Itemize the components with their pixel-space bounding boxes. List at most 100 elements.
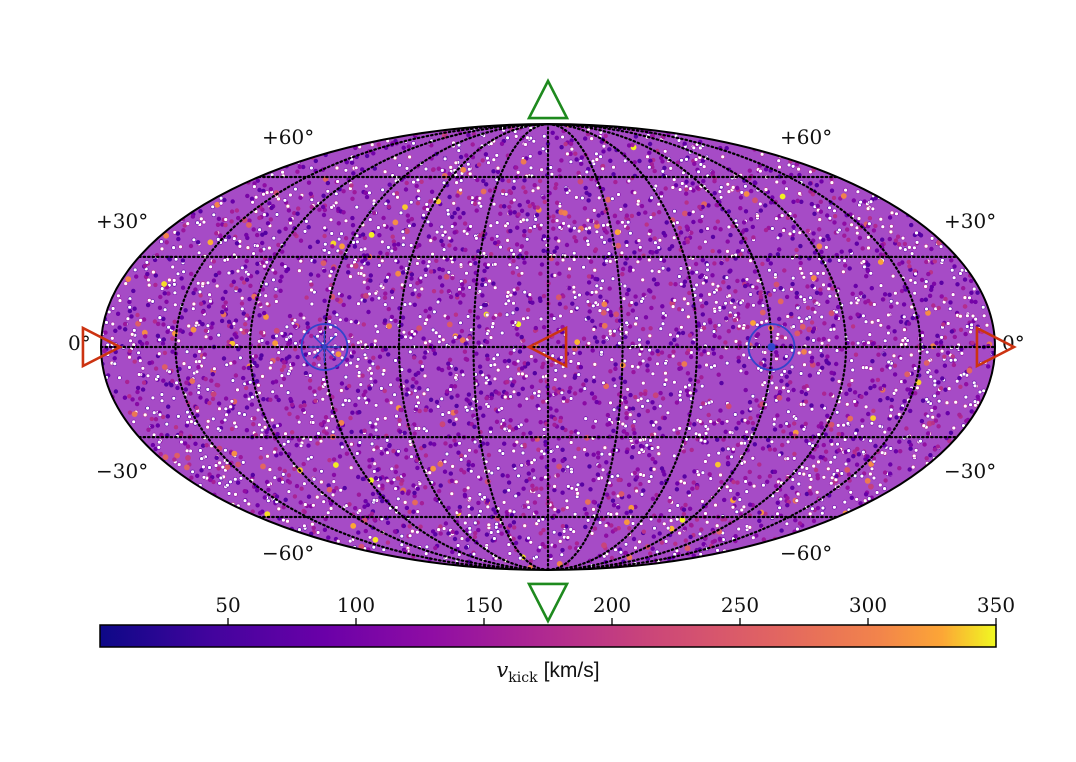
data-point — [632, 190, 638, 195]
data-point — [405, 213, 410, 218]
data-point — [192, 353, 198, 358]
data-point — [302, 509, 307, 515]
data-point — [862, 199, 867, 204]
data-point — [889, 210, 895, 216]
data-point — [842, 263, 848, 268]
data-point — [567, 389, 572, 394]
data-point — [454, 409, 459, 414]
data-point — [434, 399, 440, 405]
data-point — [743, 191, 750, 197]
data-point — [411, 222, 416, 228]
data-point — [737, 497, 742, 502]
data-point — [223, 300, 228, 305]
data-point — [396, 449, 401, 454]
data-point — [591, 379, 597, 384]
data-point — [201, 219, 207, 225]
data-point — [748, 415, 753, 421]
data-point — [176, 236, 181, 242]
data-point — [951, 362, 957, 368]
data-point — [785, 456, 790, 461]
data-point — [939, 280, 944, 285]
data-point — [481, 251, 487, 256]
data-point — [511, 258, 516, 264]
data-point — [810, 506, 815, 511]
data-point — [476, 162, 482, 167]
data-point — [538, 378, 543, 384]
data-point — [892, 372, 898, 377]
data-point — [810, 306, 815, 312]
data-point — [473, 261, 478, 266]
data-point — [248, 283, 253, 288]
data-point — [532, 224, 537, 229]
data-point — [268, 217, 273, 222]
data-point — [712, 261, 717, 266]
data-point — [215, 283, 220, 289]
data-point — [312, 259, 317, 264]
data-point — [143, 412, 148, 418]
data-point — [432, 442, 437, 447]
data-point — [750, 320, 756, 326]
data-point — [614, 511, 619, 517]
data-point — [246, 272, 251, 277]
data-point — [647, 150, 652, 156]
data-point — [626, 494, 632, 499]
data-point — [654, 249, 659, 255]
data-point — [433, 545, 438, 551]
data-point — [569, 309, 574, 314]
data-point — [779, 378, 784, 384]
data-point — [761, 537, 766, 542]
data-point — [213, 463, 219, 468]
data-point — [936, 413, 941, 418]
data-point — [395, 476, 401, 481]
data-point — [716, 372, 721, 377]
data-point — [615, 242, 622, 249]
data-point — [190, 214, 196, 219]
data-point — [301, 461, 306, 467]
data-point — [403, 500, 408, 505]
data-point — [476, 500, 481, 506]
data-point — [682, 141, 687, 146]
data-point — [928, 453, 933, 458]
data-point — [754, 342, 759, 347]
data-point — [661, 258, 667, 263]
data-point — [185, 409, 190, 415]
data-point — [640, 358, 646, 364]
data-point — [687, 506, 693, 511]
data-point — [377, 233, 382, 238]
data-point — [375, 417, 380, 422]
data-point — [716, 450, 721, 456]
data-point — [198, 209, 203, 214]
data-point — [923, 244, 929, 249]
data-point — [522, 229, 527, 234]
data-point — [889, 407, 894, 413]
data-point — [331, 472, 337, 478]
data-point — [719, 354, 724, 360]
data-point — [733, 289, 738, 294]
data-point — [639, 203, 645, 209]
data-point — [703, 424, 708, 429]
data-point — [502, 204, 507, 209]
data-point — [507, 508, 513, 514]
data-point — [541, 293, 547, 299]
data-point — [308, 373, 313, 378]
data-point — [690, 181, 695, 186]
data-point — [463, 520, 468, 526]
data-point — [175, 271, 181, 276]
data-point — [528, 540, 533, 545]
data-point — [400, 315, 406, 320]
data-point — [223, 406, 229, 411]
data-point — [217, 460, 222, 466]
data-point — [611, 165, 616, 170]
data-point — [343, 168, 349, 173]
data-point — [634, 439, 639, 445]
data-point — [469, 506, 474, 511]
data-point — [323, 242, 328, 247]
data-point — [851, 454, 856, 459]
data-point — [491, 169, 496, 174]
data-point — [660, 266, 666, 271]
data-point — [665, 525, 671, 531]
data-point — [565, 151, 570, 157]
data-point — [597, 463, 602, 469]
data-point — [605, 222, 610, 228]
data-point — [931, 281, 937, 286]
